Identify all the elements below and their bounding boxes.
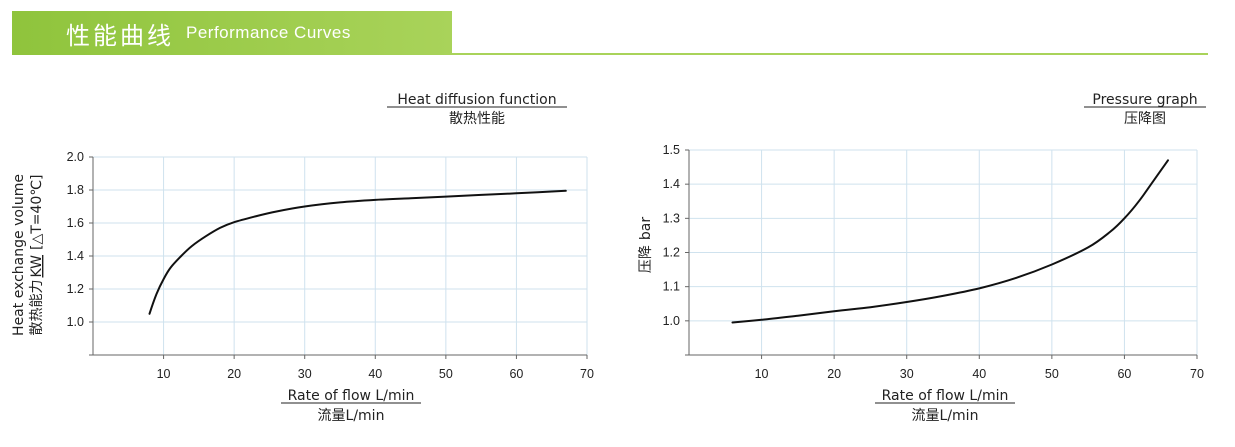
pressure-chart-title: Pressure graph [1092, 92, 1197, 108]
pressure-y-tick-label: 1.4 [663, 177, 680, 191]
heat-chart-ylabel-line2: 散热能力 KW [△T=40℃] [29, 174, 45, 335]
heat-y-tick-label: 1.8 [67, 183, 84, 197]
section-header-banner: 性能曲线 Performance Curves [12, 11, 452, 55]
section-title-en: Performance Curves [186, 23, 351, 42]
pressure-y-tick-label: 1.2 [663, 246, 680, 260]
heat-y-tick-label: 1.4 [67, 249, 84, 263]
heat-chart-ylabel-cn: 散热能力 [29, 280, 45, 336]
heat-x-tick-label: 30 [298, 367, 312, 381]
heat-chart-plot: 1.0 1.2 1.4 1.6 1.8 2.0 10 20 30 40 50 60 70 [67, 150, 594, 381]
heat-chart: Heat diffusion function 散热性能 Rate of flo… [11, 92, 594, 424]
heat-x-tick-label: 10 [157, 367, 171, 381]
heat-y-tick-label: 1.0 [67, 315, 84, 329]
header-rule [452, 53, 1208, 55]
heat-x-tick-label: 20 [227, 367, 241, 381]
heat-chart-subtitle: 散热性能 [449, 111, 505, 127]
heat-chart-ylabel-condition: [△T=40℃] [29, 174, 45, 250]
pressure-x-tick-label: 50 [1045, 367, 1059, 381]
heat-x-tick-label: 70 [580, 367, 594, 381]
heat-x-tick-label: 50 [439, 367, 453, 381]
heat-chart-ylabel: Heat exchange volume [11, 174, 27, 336]
heat-y-tick-label: 1.6 [67, 216, 84, 230]
section-title-cn: 性能曲线 [66, 21, 174, 50]
heat-chart-ylabel2-group: 散热能力 KW [△T=40℃] [29, 174, 45, 335]
pressure-chart: Pressure graph 压降图 Rate of flow L/min 流量… [638, 92, 1206, 424]
pressure-chart-subtitle: 压降图 [1124, 111, 1166, 127]
pressure-x-tick-label: 70 [1190, 367, 1204, 381]
pressure-x-tick-label: 40 [972, 367, 986, 381]
pressure-chart-ylabel-line: 压降 bar [638, 217, 654, 273]
pressure-chart-xlabel: Rate of flow L/min [882, 388, 1009, 404]
pressure-series-line [731, 159, 1169, 324]
heat-chart-xlabel-cn: 流量L/min [318, 408, 385, 424]
pressure-x-tick-label: 60 [1117, 367, 1131, 381]
heat-y-tick-label: 2.0 [67, 150, 84, 164]
heat-x-tick-label: 60 [509, 367, 523, 381]
heat-chart-ylabel-group: Heat exchange volume [11, 174, 27, 336]
heat-y-tick-label: 1.2 [67, 282, 84, 296]
pressure-x-tick-label: 20 [827, 367, 841, 381]
pressure-chart-ylabel: bar [638, 217, 654, 240]
pressure-y-tick-label: 1.1 [663, 280, 680, 294]
heat-chart-title: Heat diffusion function [397, 92, 556, 108]
pressure-chart-plot: 1.0 1.1 1.2 1.3 1.4 1.5 10 20 30 40 50 60 70 [663, 143, 1204, 381]
pressure-y-tick-label: 1.3 [663, 211, 680, 225]
heat-x-tick-label: 40 [368, 367, 382, 381]
pressure-chart-xlabel-cn: 流量L/min [912, 408, 979, 424]
heat-chart-ylabel-unit: KW [29, 255, 45, 278]
pressure-y-tick-label: 1.5 [663, 143, 680, 157]
pressure-chart-ylabel-group: 压降 bar [638, 217, 654, 273]
heat-series-line [148, 189, 567, 315]
heat-chart-xlabel: Rate of flow L/min [288, 388, 415, 404]
pressure-y-tick-label: 1.0 [663, 314, 680, 328]
pressure-x-tick-label: 10 [755, 367, 769, 381]
pressure-chart-ylabel-cn: 压降 [638, 245, 654, 273]
pressure-x-tick-label: 30 [900, 367, 914, 381]
